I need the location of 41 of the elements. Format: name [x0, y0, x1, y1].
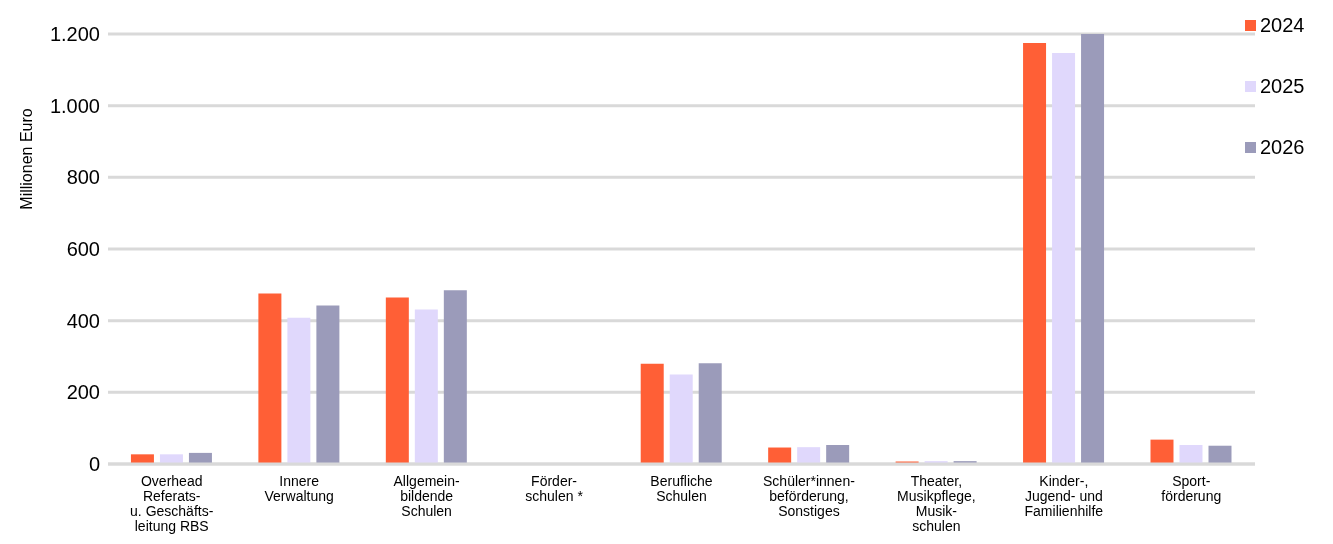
legend-label: 2024	[1260, 14, 1305, 37]
x-tick-label: Förder- schulen *	[525, 473, 584, 504]
bar	[1023, 42, 1047, 464]
y-tick-label: 600	[66, 238, 100, 261]
x-tick-label: Sport- förderung	[1161, 473, 1222, 504]
bar	[669, 374, 693, 464]
bar	[188, 452, 212, 464]
bar	[1179, 445, 1203, 464]
bar	[414, 309, 438, 464]
bar	[640, 363, 664, 464]
bar	[698, 363, 722, 464]
x-tick-label: Overhead Referats- u. Geschäfts- leitung RBS	[130, 473, 214, 534]
bar	[826, 445, 850, 464]
x-tick-label: Theater, Musikpflege, Musik- schulen	[897, 473, 976, 534]
bar	[159, 454, 183, 464]
bar	[1150, 439, 1174, 464]
bar	[385, 297, 409, 464]
bar	[287, 317, 311, 464]
bar	[258, 293, 282, 464]
y-tick-label: 200	[66, 381, 100, 404]
y-axis-title: Millionen Euro	[17, 108, 35, 210]
bar	[1208, 445, 1232, 464]
legend-label: 2026	[1260, 136, 1305, 159]
x-tick-label: Berufliche Schulen	[650, 473, 713, 504]
y-tick-label: 0	[88, 453, 100, 476]
bar	[130, 454, 154, 464]
bar	[443, 290, 467, 464]
bar	[797, 447, 821, 464]
x-tick-label: Schüler*innen- beförderung, Sonstiges	[763, 473, 856, 519]
x-tick-label: Kinder-, Jugend- und Familienhilfe	[1024, 473, 1104, 519]
y-tick-label: 800	[66, 166, 100, 189]
x-tick-label: Innere Verwaltung	[264, 473, 334, 504]
x-tick-label: Allgemein- bildende Schulen	[393, 473, 461, 519]
y-tick-label: 1.000	[49, 94, 100, 117]
bar	[1081, 34, 1105, 464]
y-tick-label: 1.200	[49, 23, 100, 46]
bar	[316, 305, 340, 464]
bar	[768, 447, 792, 464]
legend-label: 2025	[1260, 75, 1305, 98]
bar	[1052, 52, 1076, 464]
y-tick-label: 400	[66, 309, 100, 332]
